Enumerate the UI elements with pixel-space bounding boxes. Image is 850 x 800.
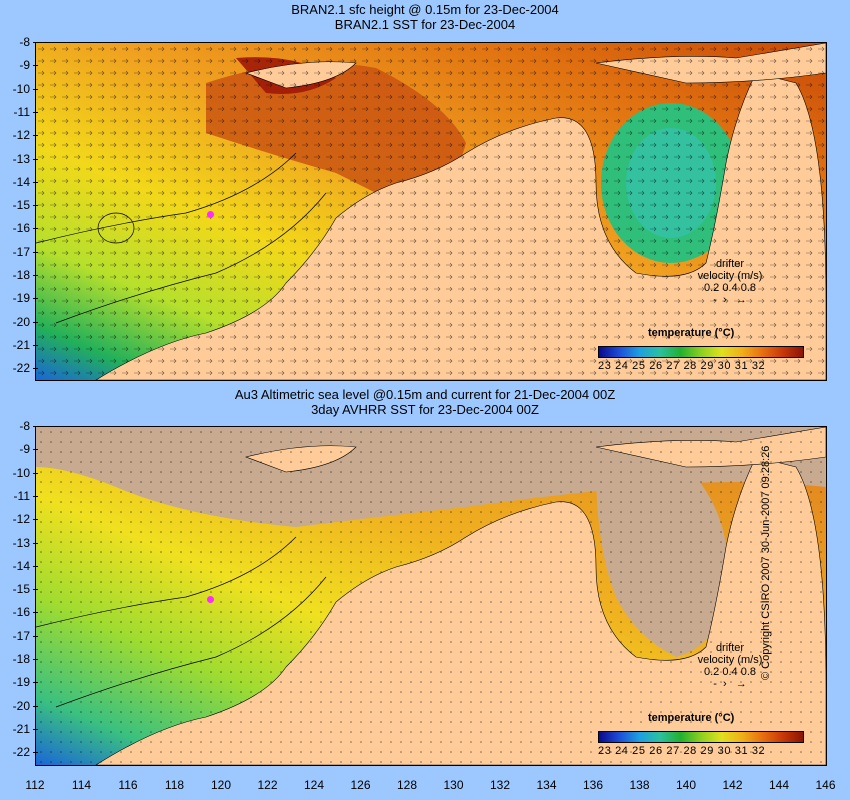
colorbar-top xyxy=(598,346,804,358)
drifter-legend-title-bottom: drifter xyxy=(715,642,745,654)
xtick-label: 124 xyxy=(303,778,325,792)
bottom-ytick-label: -17 xyxy=(3,629,38,643)
colorbar-labels-top: 23 24 25 26 27 28 29 30 31 32 xyxy=(598,360,766,372)
temperature-legend-title-top: temperature (°C) xyxy=(648,327,735,339)
xtick-label: 112 xyxy=(25,778,45,792)
velocity-scale-top: 0.2 0.4 0.8 xyxy=(704,282,756,294)
top-ytick-label: -17 xyxy=(3,245,38,259)
top-ytick-label: -8 xyxy=(3,35,38,49)
top-ytick-label: -12 xyxy=(3,128,38,142)
xtick-label: 126 xyxy=(350,778,371,792)
xtick-label: 140 xyxy=(675,778,697,792)
bottom-ytick-label: -19 xyxy=(3,675,38,689)
bottom-ytick-label: -20 xyxy=(3,699,38,713)
xtick-label: 144 xyxy=(768,778,790,792)
top-ytick-label: -18 xyxy=(3,268,38,282)
bottom-map-panel[interactable] xyxy=(35,426,827,766)
top-ytick-label: -19 xyxy=(3,291,38,305)
current-arrows-top xyxy=(36,43,826,380)
top-ytick-label: -10 xyxy=(3,82,38,96)
top-ytick-label: -16 xyxy=(3,221,38,235)
top-ytick-label: -22 xyxy=(3,361,38,375)
drifter-marker-bottom[interactable] xyxy=(207,596,214,603)
bottom-title-line2: 3day AVHRR SST for 23-Dec-2004 00Z xyxy=(311,402,539,417)
drifter-marker-top[interactable] xyxy=(207,211,214,218)
bottom-ytick-label: -8 xyxy=(3,419,38,433)
temperature-legend-title-bottom: temperature (°C) xyxy=(648,712,735,724)
velocity-label-top: velocity (m/s) xyxy=(697,270,763,282)
bottom-ytick-label: -11 xyxy=(3,489,38,503)
bottom-ytick-label: -12 xyxy=(3,512,38,526)
current-vectors-bottom xyxy=(36,427,826,765)
top-ytick-label: -15 xyxy=(3,198,38,212)
colorbar-labels-bottom: 23 24 25 26 27 28 29 30 31 32 xyxy=(598,745,766,757)
xtick-label: 130 xyxy=(443,778,464,792)
colorbar-bottom xyxy=(598,731,804,743)
xtick-label: 120 xyxy=(210,778,232,792)
bottom-map-svg xyxy=(36,427,826,765)
xtick-label: 128 xyxy=(396,778,418,792)
xtick-label: 134 xyxy=(536,778,557,792)
bottom-ytick-label: -22 xyxy=(3,745,38,759)
top-ytick-label: -21 xyxy=(3,338,38,352)
bottom-ytick-label: -13 xyxy=(3,536,38,550)
bottom-ytick-label: -14 xyxy=(3,559,38,573)
top-ytick-label: -20 xyxy=(3,315,38,329)
top-ytick-label: -14 xyxy=(3,175,38,189)
velocity-label-bottom: velocity (m/s) xyxy=(697,654,763,666)
bottom-title-line1: Au3 Altimetric sea level @0.15m and curr… xyxy=(234,387,616,402)
xtick-label: 114 xyxy=(71,778,92,792)
top-map-svg xyxy=(36,43,826,380)
xtick-label: 116 xyxy=(118,778,138,792)
xtick-label: 146 xyxy=(815,778,836,792)
drifter-legend-title-top: drifter xyxy=(715,258,745,270)
top-ytick-label: -9 xyxy=(3,58,38,72)
xtick-label: 142 xyxy=(722,778,743,792)
top-ytick-label: -13 xyxy=(3,152,38,166)
xtick-label: 122 xyxy=(257,778,278,792)
top-title-line1: BRAN2.1 sfc height @ 0.15m for 23-Dec-20… xyxy=(291,2,559,17)
xtick-label: 136 xyxy=(582,778,604,792)
bottom-ytick-label: -10 xyxy=(3,466,38,480)
xtick-label: 132 xyxy=(489,778,511,792)
drifter-legend-top: drifter velocity (m/s) 0.2 0.4 0.8 - › → xyxy=(690,258,770,306)
xtick-label: 138 xyxy=(629,778,650,792)
top-ytick-label: -11 xyxy=(3,105,38,119)
top-map-panel[interactable] xyxy=(35,42,827,381)
bottom-ytick-label: -9 xyxy=(3,442,38,456)
bottom-ytick-label: -15 xyxy=(3,582,38,596)
xtick-label: 118 xyxy=(164,778,185,792)
copyright-notice: © Copyright CSIRO 2007 30-Jun-2007 09:28… xyxy=(760,445,772,680)
bottom-ytick-label: -18 xyxy=(3,652,38,666)
velocity-arrows-top: - › → xyxy=(713,294,747,306)
velocity-scale-bottom: 0.2 0.4 0.8 xyxy=(704,666,756,678)
bottom-ytick-label: -16 xyxy=(3,605,38,619)
velocity-arrows-bottom: - › → xyxy=(713,678,747,690)
top-title-line2: BRAN2.1 SST for 23-Dec-2004 xyxy=(334,17,516,32)
drifter-legend-bottom: drifter velocity (m/s) 0.2 0.4 0.8 - › → xyxy=(690,642,770,690)
bottom-ytick-label: -21 xyxy=(3,722,38,736)
